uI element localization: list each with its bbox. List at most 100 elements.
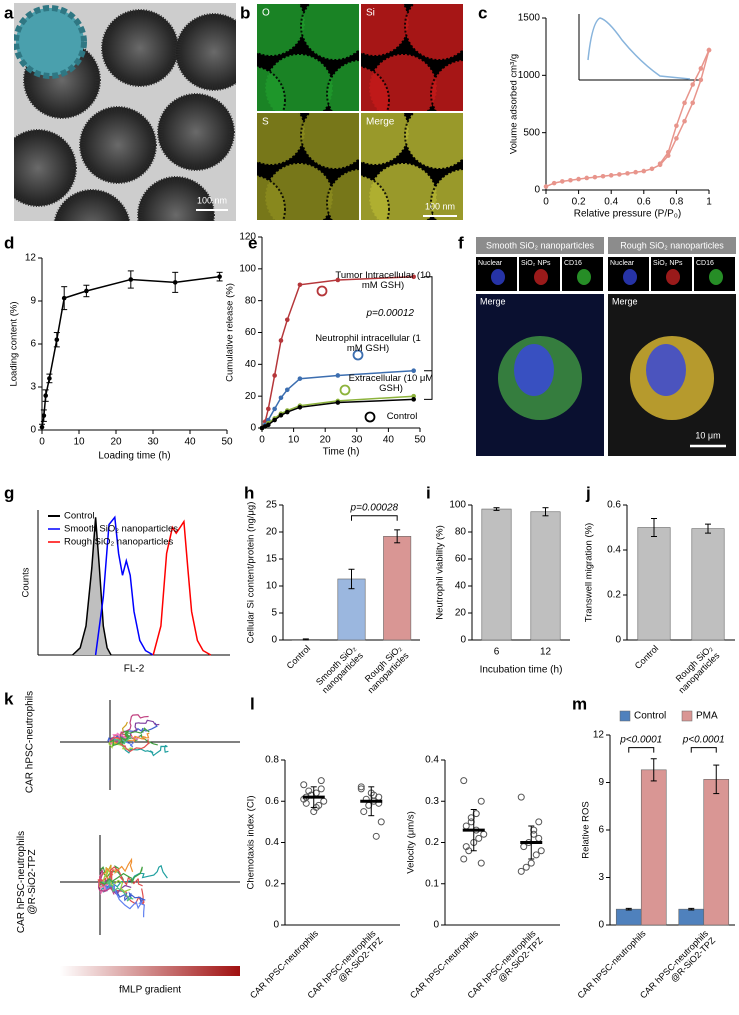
y-tick-label: 0 bbox=[433, 920, 439, 931]
y-tick-label: 0 bbox=[271, 635, 277, 646]
legend-label: Extracellular (10 μM GSH) bbox=[348, 374, 434, 395]
data-point bbox=[480, 830, 488, 838]
nanoparticle bbox=[176, 14, 236, 90]
marker bbox=[266, 417, 271, 423]
panel-label: k bbox=[4, 689, 14, 708]
data-point bbox=[377, 818, 385, 826]
marker bbox=[641, 168, 647, 174]
channel-label: SiO₂ NPs bbox=[653, 260, 683, 267]
eds-particle bbox=[326, 168, 359, 220]
panel-label: b bbox=[240, 3, 250, 22]
line bbox=[545, 49, 710, 188]
cell-signal bbox=[623, 269, 637, 285]
error-bar bbox=[651, 518, 657, 537]
marker bbox=[674, 136, 679, 141]
pore-size-curve bbox=[587, 17, 691, 80]
x-tick-label: 12 bbox=[540, 647, 552, 658]
marker bbox=[625, 171, 630, 176]
bracket bbox=[424, 276, 433, 400]
eds-particle bbox=[361, 174, 390, 220]
y-tick-label: 0.4 bbox=[607, 545, 621, 556]
marker bbox=[543, 184, 549, 189]
line bbox=[72, 517, 112, 656]
y-tick-label: 0 bbox=[460, 635, 466, 646]
legend-label: Tumor Intracellular (10 mM GSH) bbox=[335, 271, 431, 292]
data-point bbox=[460, 855, 468, 863]
marker bbox=[608, 173, 614, 178]
data-point bbox=[372, 832, 380, 840]
y-tick-label: 0.6 bbox=[265, 796, 279, 807]
eds-particle bbox=[430, 59, 463, 111]
marker bbox=[411, 393, 416, 399]
bracket bbox=[351, 515, 398, 521]
marker bbox=[278, 338, 284, 343]
y-tick-label: 1500 bbox=[518, 13, 541, 24]
marker bbox=[43, 393, 48, 398]
legend-label: Neutrophil intracellular (1 mM GSH) bbox=[315, 334, 421, 355]
y-tick-label: 25 bbox=[266, 500, 278, 511]
x-tick-label: 20 bbox=[320, 435, 332, 446]
eds-particle bbox=[257, 65, 286, 111]
y-tick-label: 60 bbox=[245, 327, 257, 338]
y-tick-label: 0 bbox=[615, 635, 621, 646]
bar bbox=[383, 536, 412, 641]
legend-label: Control bbox=[386, 412, 418, 422]
marker bbox=[411, 274, 416, 280]
x-tick-label: 1 bbox=[706, 197, 712, 208]
tem-image bbox=[14, 3, 236, 221]
marker bbox=[568, 177, 573, 183]
y-axis-label: Relative ROS bbox=[581, 801, 592, 859]
legend-label-box: Control bbox=[386, 412, 418, 422]
marker bbox=[576, 176, 581, 182]
data-point bbox=[300, 781, 308, 789]
marker bbox=[706, 47, 712, 53]
nucleus-merge bbox=[514, 344, 554, 396]
y-tick-label: 20 bbox=[455, 608, 467, 619]
error-bar bbox=[394, 529, 401, 544]
marker bbox=[335, 400, 341, 405]
bar bbox=[703, 779, 730, 926]
legend-label: Control bbox=[64, 511, 95, 522]
marker bbox=[297, 376, 303, 381]
y-tick-label: 80 bbox=[245, 295, 257, 306]
y-tick-label: 1000 bbox=[518, 70, 541, 81]
channel-label: S bbox=[262, 117, 269, 128]
nanoparticle bbox=[14, 130, 76, 206]
marker bbox=[278, 412, 284, 418]
y-tick-label: 5 bbox=[271, 608, 277, 619]
marker bbox=[272, 373, 277, 378]
scale-bar-label: 100 nm bbox=[425, 201, 455, 211]
eds-map bbox=[361, 4, 463, 111]
bracket bbox=[628, 747, 655, 753]
marker bbox=[698, 77, 704, 83]
cell-signal bbox=[666, 269, 680, 285]
data-point bbox=[532, 851, 540, 859]
data-point bbox=[475, 834, 483, 842]
x-tick-label: 0 bbox=[543, 197, 549, 208]
area bbox=[72, 517, 111, 655]
marker bbox=[54, 337, 60, 343]
line bbox=[41, 275, 220, 428]
marker bbox=[172, 280, 178, 285]
error-bar bbox=[470, 809, 477, 852]
data-point bbox=[357, 785, 365, 793]
cell-signal bbox=[491, 269, 505, 285]
y-tick-label: 0 bbox=[273, 920, 279, 931]
bracket bbox=[690, 747, 717, 753]
x-tick-label: 0.2 bbox=[572, 197, 586, 208]
nucleus-merge bbox=[646, 344, 686, 396]
trajectory bbox=[97, 866, 143, 887]
y-tick-label: 40 bbox=[455, 581, 467, 592]
error-bar bbox=[348, 568, 355, 590]
channel-label: Nuclear bbox=[478, 260, 503, 267]
marker bbox=[682, 100, 687, 106]
bar bbox=[678, 908, 705, 926]
legend-label: Control bbox=[634, 711, 666, 722]
legend-marker bbox=[339, 384, 351, 396]
error-bar bbox=[625, 907, 632, 911]
legend-label: Rough SiO₂ nanoparticles bbox=[64, 537, 174, 548]
scale-bar-label: 100 nm bbox=[197, 195, 227, 205]
marker bbox=[217, 274, 222, 279]
